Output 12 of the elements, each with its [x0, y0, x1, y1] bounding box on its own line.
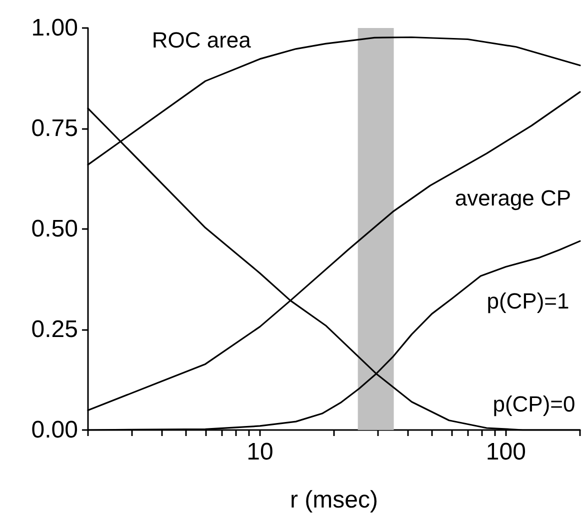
series-label: average CP — [454, 185, 572, 210]
series-label: ROC area — [152, 28, 252, 53]
x-axis-title: r (msec) — [290, 486, 378, 514]
y-tick-label: 0.50 — [31, 216, 78, 242]
x-tick-label: 100 — [486, 438, 526, 466]
y-tick-label: 0.25 — [31, 316, 78, 343]
x-tick-label: 10 — [246, 438, 274, 466]
series-label: p(CP)=1 — [486, 288, 570, 314]
y-tick-label: 0.00 — [31, 416, 78, 444]
series-label: p(CP)=0 — [492, 392, 576, 416]
y-tick-label: 1.00 — [31, 14, 78, 42]
y-tick-label: 0.75 — [31, 115, 78, 142]
